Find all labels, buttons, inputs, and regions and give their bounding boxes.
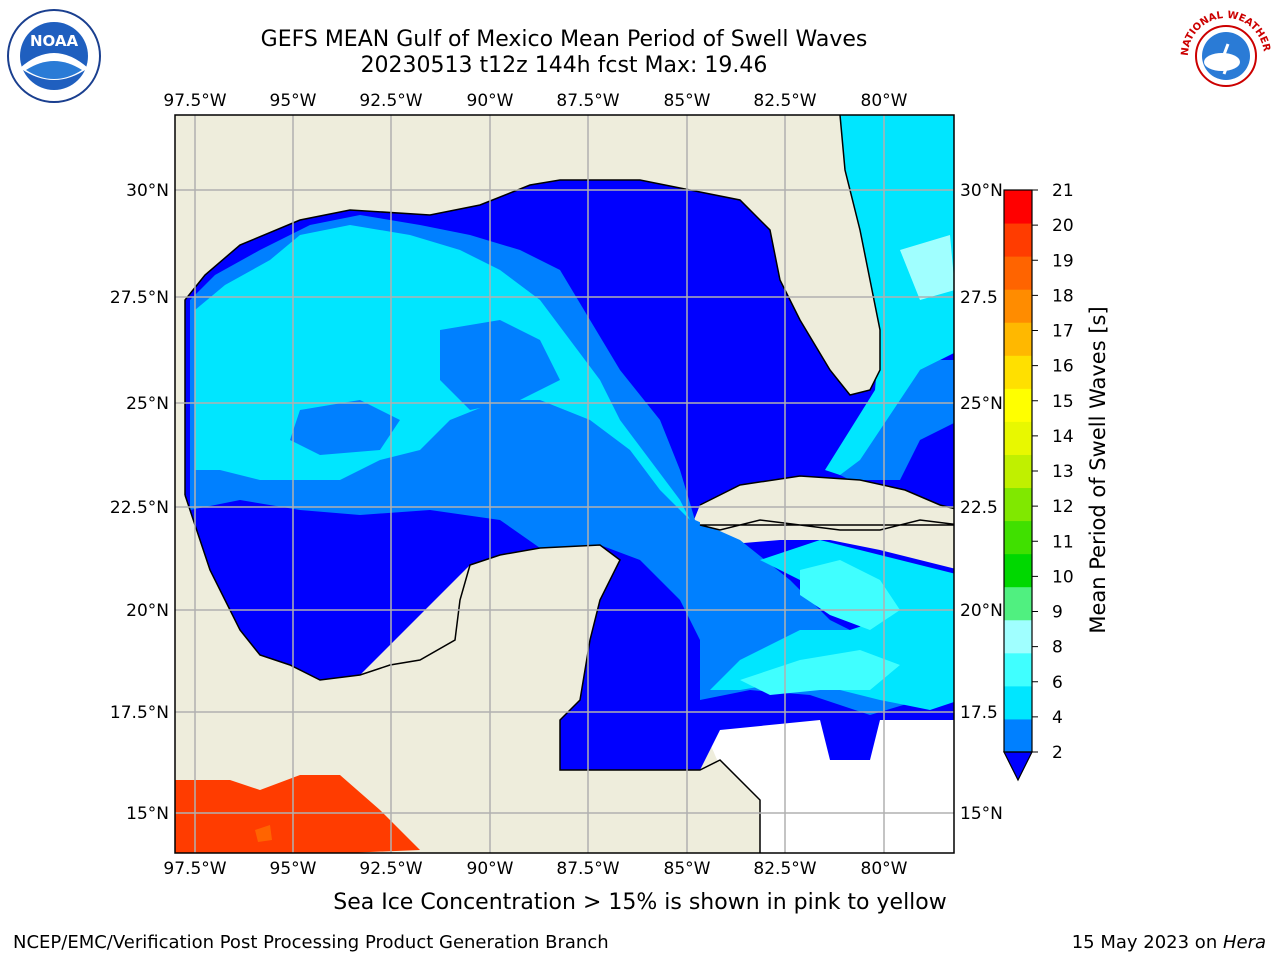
lat-label-left: 22.5°N	[110, 498, 169, 518]
lat-label-left: 27.5°N	[110, 288, 169, 308]
lon-label-top: 97.5°W	[163, 91, 226, 111]
map-frame	[174, 114, 955, 854]
colorbar-segment	[1004, 619, 1032, 654]
colorbar-tick-label: 17	[1052, 322, 1074, 342]
swell-band-2-4-inner-b	[290, 400, 400, 455]
colorbar-segment	[1004, 487, 1032, 522]
colorbar-tick-label: 4	[1052, 708, 1063, 728]
colorbar-tick-label: 6	[1052, 673, 1063, 693]
colorbar-segment	[1004, 289, 1032, 323]
lat-label-left: 15°N	[126, 804, 169, 824]
lat-label-left: 17.5°N	[110, 703, 169, 723]
chart-subtitle: 20230513 t12z 144h fcst Max: 19.46	[360, 53, 768, 78]
colorbar-segment	[1004, 586, 1032, 621]
colorbar-segment	[1004, 553, 1032, 588]
colorbar-tick-label: 15	[1052, 392, 1074, 412]
lat-label-right: 17.5	[960, 703, 998, 723]
colorbar-segment	[1004, 421, 1032, 455]
colorbar-segment	[1004, 322, 1032, 356]
colorbar-segment	[1004, 520, 1032, 555]
nws-logo: NATIONAL WEATHER SERVICE	[1178, 8, 1272, 102]
colorbar-segment	[1004, 223, 1032, 257]
pacific-orange-spot	[255, 825, 272, 842]
colorbar-tick-label: 9	[1052, 603, 1063, 623]
lat-label-left: 25°N	[126, 394, 169, 414]
colorbar-tick-label: 11	[1052, 532, 1074, 552]
lon-label-top: 87.5°W	[556, 91, 619, 111]
cuba-land	[700, 476, 954, 530]
colorbar-segment	[1004, 718, 1032, 753]
lon-label-top: 82.5°W	[753, 91, 816, 111]
footer-credit: NCEP/EMC/Verification Post Processing Pr…	[13, 932, 609, 953]
swell-band-4-6-east	[825, 115, 954, 475]
lon-label-top: 95°W	[270, 91, 317, 111]
colorbar-segment	[1004, 388, 1032, 422]
lon-label-top: 90°W	[467, 91, 514, 111]
lon-label-top: 80°W	[861, 91, 908, 111]
lon-label-bottom: 90°W	[467, 859, 514, 879]
lat-label-right: 22.5	[960, 498, 998, 518]
colorbar-segment	[1004, 652, 1032, 687]
coastline-cuba	[699, 475, 954, 531]
lat-label-left: 20°N	[126, 601, 169, 621]
chart-title: GEFS MEAN Gulf of Mexico Mean Period of …	[260, 27, 868, 52]
lat-label-right: 27.5	[960, 288, 998, 308]
lat-label-right: 25°N	[960, 394, 1003, 414]
lat-label-right: 15°N	[960, 804, 1003, 824]
lon-label-bottom: 95°W	[270, 859, 317, 879]
lat-label-right: 20°N	[960, 601, 1003, 621]
colorbar-segment	[1004, 190, 1032, 224]
swell-band-2-4-inner	[440, 320, 560, 410]
footer-date-text: 15 May 2023 on	[1071, 932, 1223, 953]
caribbean-white-area	[700, 700, 954, 853]
colorbar-extend-triangle	[1003, 751, 1033, 782]
footer-host: Hera	[1222, 932, 1266, 953]
colorbar-segment	[1004, 355, 1032, 389]
swell-band-6-8-c	[740, 650, 900, 695]
swell-band-6-8	[900, 235, 954, 300]
colorbar-tick-label: 8	[1052, 638, 1063, 658]
colorbar-tick-label: 19	[1052, 251, 1074, 271]
noaa-logo: NOAA	[7, 9, 101, 103]
swell-band-6-8-b	[800, 560, 900, 630]
colorbar-label: Mean Period of Swell Waves [s]	[1086, 306, 1110, 633]
coastline-mexico	[184, 494, 761, 853]
lat-label-left: 30°N	[126, 181, 169, 201]
pacific-orange-area	[175, 775, 420, 853]
noaa-logo-text: NOAA	[30, 32, 79, 50]
lon-label-bottom: 97.5°W	[163, 859, 226, 879]
lon-label-top: 85°W	[664, 91, 711, 111]
colorbar: 2 4 6 8 9 10 11 12 13 14 15 16 17 18 19 20 21	[1003, 181, 1074, 782]
colorbar-tick-label: 21	[1052, 181, 1074, 201]
colorbar-tick-label: 20	[1052, 216, 1074, 236]
lon-label-bottom: 85°W	[664, 859, 711, 879]
colorbar-tick-label: 13	[1052, 462, 1074, 482]
mexico-land	[175, 115, 880, 853]
lon-label-bottom: 87.5°W	[556, 859, 619, 879]
colorbar-tick-label: 16	[1052, 357, 1074, 377]
colorbar-segment	[1004, 454, 1032, 489]
sea-ice-note: Sea Ice Concentration > 15% is shown in …	[333, 890, 947, 915]
colorbar-tick-label: 18	[1052, 286, 1074, 306]
colorbar-tick-label: 12	[1052, 497, 1074, 517]
colorbar-tick-label: 10	[1052, 567, 1074, 587]
lon-label-top: 92.5°W	[359, 91, 422, 111]
lon-label-bottom: 82.5°W	[753, 859, 816, 879]
coastline	[184, 115, 881, 495]
colorbar-tick-label: 2	[1052, 743, 1063, 763]
colorbar-tick-label: 14	[1052, 427, 1074, 447]
lat-label-right: 30°N	[960, 181, 1003, 201]
graticule	[175, 115, 954, 853]
colorbar-segment	[1004, 256, 1032, 290]
lon-label-bottom: 80°W	[861, 859, 908, 879]
footer-date: 15 May 2023 on Hera	[1072, 932, 1266, 953]
lon-label-bottom: 92.5°W	[359, 859, 422, 879]
colorbar-segment	[1004, 685, 1032, 720]
